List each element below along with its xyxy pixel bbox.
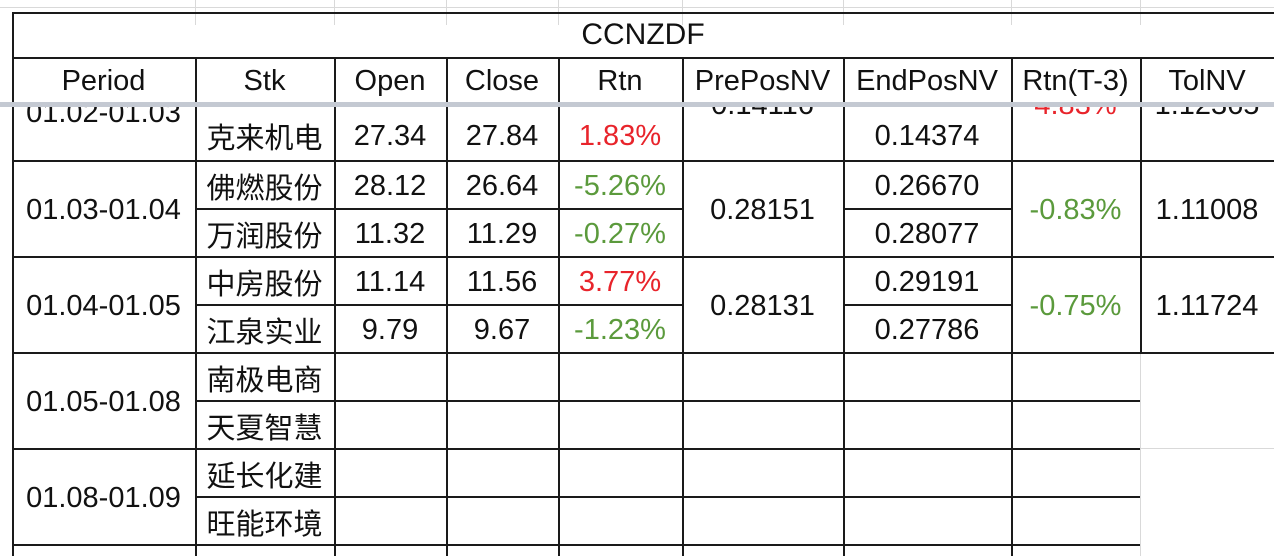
close-cell[interactable]: 11.29 <box>466 217 538 250</box>
period-cell[interactable]: 01.08-01.09 <box>26 481 181 514</box>
table-border <box>334 58 336 556</box>
return-cell[interactable]: -5.26% <box>574 169 666 202</box>
stock-name-cell[interactable]: 中房股份 <box>206 269 323 301</box>
stock-name-cell[interactable]: 佛燃股份 <box>206 173 323 205</box>
return-cell[interactable]: 1.83% <box>578 119 662 152</box>
table-border <box>12 12 1274 14</box>
close-cell[interactable]: 27.84 <box>465 119 539 152</box>
header-open[interactable]: Open <box>354 64 426 97</box>
stock-name-cell[interactable]: 旺能环境 <box>206 509 323 541</box>
period-cell[interactable]: 01.05-01.08 <box>26 385 181 418</box>
period-label: 01.02-01.03 <box>26 107 181 129</box>
table-border <box>558 58 560 556</box>
table-border <box>12 57 1274 59</box>
tolnv-value: 1.12365 <box>1140 107 1274 129</box>
header-rtn-t3[interactable]: Rtn(T-3) <box>1022 64 1129 97</box>
stock-name-cell[interactable]: 天夏智慧 <box>206 413 323 445</box>
endposnv-cell[interactable]: 0.14374 <box>874 119 980 152</box>
table-border <box>12 160 1274 162</box>
stock-name-cell[interactable]: 江泉实业 <box>206 317 323 349</box>
table-border <box>682 58 684 556</box>
header-stk[interactable]: Stk <box>243 64 286 97</box>
table-border <box>195 304 682 306</box>
close-cell[interactable]: 9.67 <box>473 313 531 346</box>
rtn-t3-cell[interactable]: -0.75% <box>1029 289 1122 322</box>
tolnv-cell[interactable]: 1.11008 <box>1155 193 1259 226</box>
open-cell[interactable]: 27.34 <box>353 119 427 152</box>
header-rtn[interactable]: Rtn <box>597 64 643 97</box>
period-cell[interactable]: 01.04-01.05 <box>26 289 181 322</box>
gridline <box>1140 350 1141 556</box>
return-cell[interactable]: 3.77% <box>578 265 662 298</box>
table-border <box>1140 58 1142 352</box>
preposnv-value: 0.14116 <box>682 107 843 129</box>
tolnv-cell[interactable]: 1.12365 <box>1140 107 1274 159</box>
close-cell[interactable]: 11.56 <box>466 265 538 298</box>
table-border <box>446 58 448 556</box>
header-tolnv[interactable]: TolNV <box>1168 64 1246 97</box>
endposnv-cell[interactable]: 0.27786 <box>874 313 980 346</box>
table-border <box>1011 58 1013 556</box>
gridline <box>0 7 1274 8</box>
header-preposnv[interactable]: PrePosNV <box>694 64 831 97</box>
gridline <box>1140 448 1274 449</box>
period-cell[interactable]: 01.02-01.03 <box>12 107 195 159</box>
close-cell[interactable]: 26.64 <box>465 169 539 202</box>
period-cell[interactable]: 01.03-01.04 <box>26 193 181 226</box>
sheet-title[interactable]: CCNZDF <box>581 18 705 51</box>
table-border <box>843 304 1011 306</box>
rtn-t3-value: 4.83% <box>1011 107 1140 129</box>
open-cell[interactable]: 11.14 <box>354 265 426 298</box>
return-cell[interactable]: -1.23% <box>574 313 666 346</box>
table-border <box>843 208 1011 210</box>
table-border <box>12 12 14 556</box>
open-cell[interactable]: 9.79 <box>361 313 419 346</box>
freeze-pane-divider[interactable] <box>0 102 1274 107</box>
table-border <box>195 58 197 556</box>
table-border <box>12 256 1274 258</box>
rtn-t3-cell[interactable]: 4.83% <box>1011 107 1140 159</box>
table-border <box>12 352 1274 354</box>
table-border <box>843 58 845 556</box>
header-endposnv[interactable]: EndPosNV <box>856 64 998 97</box>
preposnv-cell[interactable]: 0.28131 <box>710 289 815 322</box>
stock-name-cell[interactable]: 克来机电 <box>206 123 323 155</box>
stock-name-cell[interactable]: 延长化建 <box>206 461 323 493</box>
endposnv-cell[interactable]: 0.28077 <box>874 217 980 250</box>
open-cell[interactable]: 28.12 <box>353 169 427 202</box>
table-border <box>12 448 1140 450</box>
tolnv-cell[interactable]: 1.11724 <box>1155 289 1259 322</box>
table-border <box>195 400 1140 402</box>
header-close[interactable]: Close <box>464 64 540 97</box>
preposnv-cell[interactable]: 0.14116 <box>682 107 843 159</box>
endposnv-cell[interactable]: 0.29191 <box>874 265 980 298</box>
return-cell[interactable]: -0.27% <box>574 217 666 250</box>
open-cell[interactable]: 11.32 <box>354 217 426 250</box>
preposnv-cell[interactable]: 0.28151 <box>710 193 815 226</box>
rtn-t3-cell[interactable]: -0.83% <box>1029 193 1122 226</box>
endposnv-cell[interactable]: 0.26670 <box>874 169 980 202</box>
stock-name-cell[interactable]: 南极电商 <box>206 365 323 397</box>
table-border <box>195 208 682 210</box>
table-border <box>195 496 1140 498</box>
stock-name-cell[interactable]: 万润股份 <box>206 221 323 253</box>
table-border <box>12 544 1140 546</box>
header-period[interactable]: Period <box>61 64 146 97</box>
